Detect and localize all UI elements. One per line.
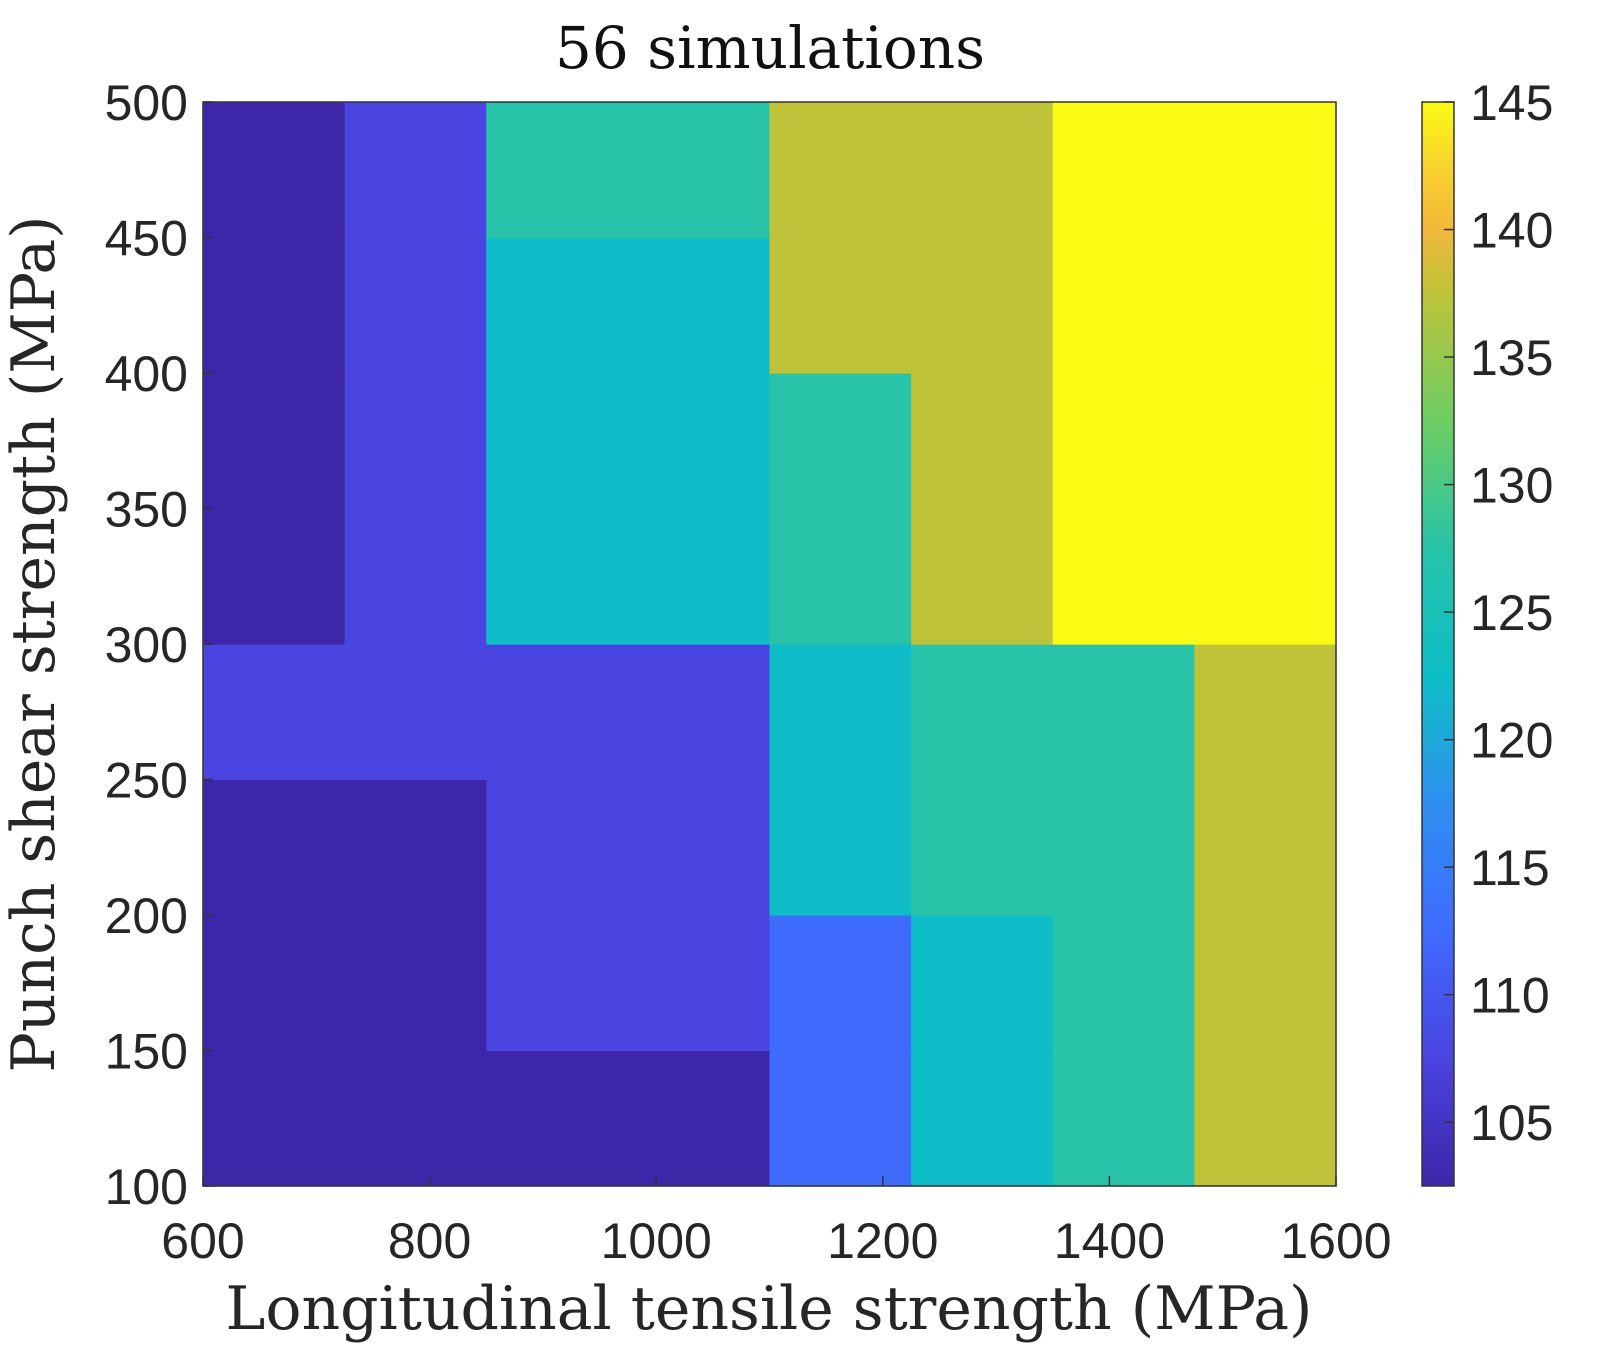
heatmap-cell (344, 779, 487, 916)
heatmap-cell (911, 373, 1054, 645)
colorbar-tick-label: 105 (1470, 1095, 1553, 1151)
heatmap-cell (486, 915, 771, 1052)
y-tick-label: 400 (105, 346, 188, 402)
heatmap-cell (769, 102, 912, 239)
heatmap-cell (1052, 102, 1195, 239)
heatmap-cells (203, 102, 1337, 1187)
x-tick-label: 600 (161, 1213, 244, 1269)
colorbar-tick-label: 115 (1470, 840, 1550, 896)
heatmap-cell (203, 102, 346, 239)
heatmap-cell (486, 779, 771, 916)
heatmap-cell (1052, 237, 1195, 374)
heatmap-cell (769, 915, 912, 1052)
heatmap-cell (486, 237, 771, 374)
heatmap-cell (203, 644, 346, 781)
heatmap-cell (344, 915, 487, 1052)
heatmap-cell (769, 779, 912, 916)
heatmap-cell (486, 373, 771, 645)
x-axis-label: Longitudinal tensile strength (MPa) (226, 1274, 1313, 1344)
colorbar-tick-label: 110 (1470, 968, 1550, 1024)
colorbar-tick-label: 145 (1470, 75, 1553, 131)
colorbar-tick-label: 120 (1470, 713, 1553, 769)
heatmap-cell (1194, 779, 1337, 916)
x-tick-label: 1600 (1280, 1213, 1391, 1269)
heatmap-cell (911, 237, 1054, 374)
heatmap-cell (203, 237, 346, 374)
heatmap-cell (344, 1050, 487, 1187)
heatmap-cell (203, 915, 346, 1052)
heatmap-cell (344, 102, 487, 239)
heatmap-cell (1194, 373, 1337, 645)
x-axis-ticks: 600 800 1000 1200 1400 1600 (161, 1176, 1392, 1269)
heatmap-cell (1194, 644, 1337, 781)
y-tick-label: 300 (105, 617, 188, 673)
y-axis-ticks: 100 150 200 250 300 350 400 450 500 (105, 75, 213, 1215)
y-tick-label: 200 (105, 888, 188, 944)
heatmap-cell (1052, 1050, 1195, 1187)
colorbar-tick-label: 125 (1470, 585, 1553, 641)
x-tick-label: 800 (388, 1213, 471, 1269)
heatmap-cell (486, 102, 771, 239)
y-axis-label: Punch shear strength (MPa) (0, 215, 69, 1072)
y-tick-label: 450 (105, 211, 188, 267)
y-tick-label: 500 (105, 75, 188, 131)
chart-title: 56 simulations (555, 14, 985, 82)
heatmap-cell (1194, 915, 1337, 1052)
y-tick-label: 350 (105, 482, 188, 538)
heatmap-cell (203, 373, 346, 645)
heatmap-cell (203, 779, 346, 916)
x-tick-label: 1200 (827, 1213, 938, 1269)
heatmap-cell (1052, 915, 1195, 1052)
heatmap-cell (769, 1050, 912, 1187)
heatmap-cell (203, 1050, 346, 1187)
x-tick-label: 1400 (1054, 1213, 1165, 1269)
y-tick-label: 100 (105, 1159, 188, 1215)
heatmap-cell (769, 373, 912, 645)
heatmap-cell (1194, 237, 1337, 374)
heatmap-cell (911, 1050, 1054, 1187)
heatmap-cell (344, 644, 487, 781)
heatmap-cell (911, 644, 1054, 781)
heatmap-cell (1194, 102, 1337, 239)
x-tick-label: 1000 (601, 1213, 712, 1269)
heatmap-cell (911, 915, 1054, 1052)
y-tick-label: 150 (105, 1024, 188, 1080)
heatmap-cell (486, 1050, 771, 1187)
heatmap-cell (1052, 373, 1195, 645)
colorbar-tick-label: 130 (1470, 458, 1553, 514)
heatmap-cell (1052, 644, 1195, 781)
heatmap-cell (911, 779, 1054, 916)
heatmap-cell (911, 102, 1054, 239)
heatmap-cell (769, 644, 912, 781)
heatmap-cell (1052, 779, 1195, 916)
y-tick-label: 250 (105, 753, 188, 809)
colorbar-tick-label: 135 (1470, 330, 1553, 386)
heatmap-cell (344, 373, 487, 645)
heatmap-cell (486, 644, 771, 781)
heatmap-cell (344, 237, 487, 374)
heatmap-cell (1194, 1050, 1337, 1187)
colorbar-ticks: 105 110 115 120 125 130 135 140 145 (1444, 75, 1553, 1151)
heatmap-cell (769, 237, 912, 374)
colorbar (1421, 101, 1455, 1187)
colorbar-tick-label: 140 (1470, 203, 1553, 259)
